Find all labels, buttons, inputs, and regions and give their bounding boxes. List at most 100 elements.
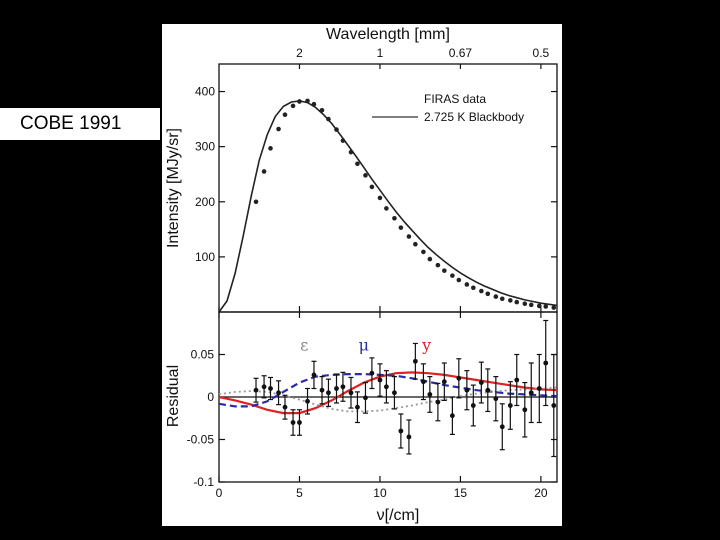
firas-data-point — [499, 296, 505, 302]
firas-data-point — [276, 126, 281, 132]
residual-x-tick-label: 10 — [373, 486, 387, 500]
residual-data-point — [363, 395, 368, 401]
spectrum-legend: FIRAS data 2.725 K Blackbody — [372, 92, 524, 124]
residual-data-point — [456, 375, 462, 381]
firas-data-point — [464, 282, 470, 287]
firas-data-point — [297, 99, 302, 104]
residual-data-point — [464, 387, 470, 393]
residual-data-point — [478, 380, 484, 385]
firas-data-point — [384, 206, 389, 211]
residual-data-point — [290, 420, 296, 425]
residual-data-point — [326, 390, 331, 396]
residual-data-point — [536, 386, 542, 391]
residual-data-point — [348, 390, 354, 396]
firas-data-point — [290, 103, 296, 109]
top-axis-tick-label: 1 — [377, 46, 384, 60]
firas-data-point — [253, 199, 259, 205]
spectrum-y-ticks: 100 200 300 400 — [195, 85, 557, 312]
firas-data-point — [522, 301, 528, 307]
residual-data-point — [282, 404, 288, 410]
residual-data-point — [268, 386, 273, 391]
blackbody-curve-layer — [218, 100, 558, 313]
residual-data-point — [493, 396, 499, 402]
firas-data-point — [406, 234, 412, 239]
firas-data-point — [319, 107, 325, 113]
firas-data-point — [268, 146, 273, 151]
firas-data-point — [427, 256, 433, 262]
firas-data-point — [363, 173, 368, 178]
residual-data-point — [253, 387, 259, 393]
distortion-annotation: y — [421, 335, 431, 354]
residual-data-point — [398, 428, 404, 434]
residual-panel: Residual ν[/cm] 0 5 10 15 20 0.050-0.05-0.1 … — [165, 311, 558, 524]
residual-data-point — [355, 404, 360, 410]
residual-data-point — [551, 403, 557, 408]
residual-data-point — [319, 387, 325, 393]
residual-x-tick-label: 20 — [534, 486, 548, 500]
residual-y-tick-label: 0.05 — [191, 348, 215, 362]
residual-data-point — [421, 379, 426, 385]
residual-x-tick-label: 0 — [216, 486, 223, 500]
firas-data-point — [398, 225, 404, 230]
residual-data-point — [392, 390, 397, 396]
residual-data-point — [297, 420, 302, 425]
residual-points-layer — [253, 319, 557, 458]
residual-data-point — [435, 399, 441, 405]
firas-data-point — [305, 98, 310, 104]
distortion-curves-layer — [218, 371, 558, 415]
residual-data-point — [406, 434, 412, 440]
residual-data-point — [485, 387, 491, 393]
spectrum-y-tick-label: 100 — [195, 250, 215, 264]
residual-data-point — [369, 370, 375, 376]
firas-data-point — [355, 161, 360, 167]
firas-data-point — [340, 138, 346, 143]
firas-data-point — [514, 299, 520, 305]
firas-data-point — [528, 302, 534, 308]
firas-points-layer — [253, 98, 557, 310]
residual-data-point — [449, 413, 455, 419]
spectrum-plot-frame — [218, 63, 558, 313]
distortion-curve-dashed — [218, 373, 558, 408]
residual-data-point — [311, 372, 317, 378]
top-axis-tick-label: 2 — [296, 46, 303, 60]
firas-data-point — [485, 291, 491, 297]
residual-y-tick-label: -0.05 — [187, 433, 215, 447]
legend-entry-blackbody: 2.725 K Blackbody — [424, 110, 524, 124]
firas-data-point — [508, 298, 513, 303]
top-axis-tick-label: 0.67 — [449, 46, 473, 60]
firas-data-point — [377, 195, 383, 201]
spectrum-y-tick-label: 300 — [195, 140, 215, 154]
firas-data-point — [369, 184, 375, 190]
residual-data-point — [543, 360, 549, 366]
slide-title-label: COBE 1991 — [0, 108, 160, 140]
residual-data-point — [383, 384, 389, 390]
residual-data-point — [305, 398, 310, 404]
residual-x-tick-label: 15 — [454, 486, 468, 500]
residual-data-point — [377, 377, 383, 383]
residual-data-point — [507, 403, 513, 408]
firas-data-point — [536, 303, 542, 309]
firas-data-point — [392, 216, 397, 221]
residual-x-ticks: 0 5 10 15 20 — [216, 312, 548, 500]
spectrum-y-tick-label: 200 — [195, 195, 215, 209]
firas-data-point — [348, 149, 354, 155]
residual-data-point — [441, 379, 447, 385]
residual-data-point — [522, 407, 528, 413]
residual-data-point — [499, 424, 505, 430]
firas-data-point — [551, 305, 557, 310]
blackbody-curve — [218, 100, 558, 313]
residual-data-point — [514, 377, 520, 383]
firas-data-point — [261, 169, 267, 174]
residual-y-tick-label: 0 — [207, 390, 214, 404]
residual-data-point — [340, 384, 346, 390]
residual-data-point — [427, 392, 433, 397]
firas-data-point — [311, 101, 317, 107]
firas-data-point — [413, 241, 418, 247]
firas-data-point — [442, 268, 447, 273]
distortion-annotation: ε — [300, 335, 308, 354]
cobe-firas-figure: Wavelength [mm] Intensity [MJy/sr] 2 1 0.6… — [162, 24, 562, 526]
firas-data-point — [450, 273, 455, 278]
residual-data-point — [470, 403, 476, 408]
firas-data-point — [479, 288, 484, 294]
